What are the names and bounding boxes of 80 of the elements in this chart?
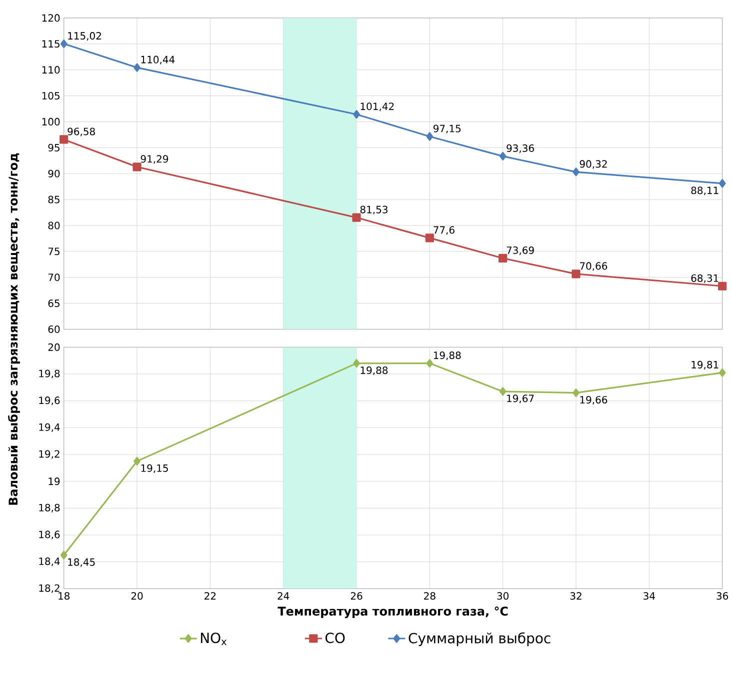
- point: [718, 178, 726, 188]
- data-label: 97,15: [433, 124, 461, 134]
- point: [60, 39, 68, 48]
- y-tick-label: 120: [42, 14, 60, 22]
- data-label: 101,42: [360, 102, 394, 111]
- legend-label: NO$_{x}$: [200, 632, 227, 645]
- x-tick-label: 32: [570, 592, 582, 600]
- data-label: 93,36: [506, 144, 534, 153]
- y-tick-label: 20: [48, 343, 60, 351]
- y-tick-label: 105: [42, 92, 60, 100]
- x-tick-label: 26: [350, 592, 362, 600]
- data-label: 91,29: [140, 154, 168, 164]
- data-label: 19,88: [434, 351, 461, 360]
- point: [718, 282, 727, 290]
- x-tick-label: 30: [497, 592, 509, 600]
- y-tick-label: 19,4: [39, 423, 60, 432]
- x-tick-label: 34: [644, 592, 655, 600]
- point: [425, 233, 434, 242]
- data-label: 19,67: [507, 394, 534, 404]
- legend-label: Суммарный выброс: [408, 632, 550, 646]
- legend-label: CO: [326, 632, 345, 643]
- x-tick-label: 28: [424, 592, 436, 600]
- y-tick-label: 100: [42, 118, 60, 126]
- y-tick-label: 18,8: [39, 504, 60, 512]
- data-label: 19,15: [141, 464, 168, 473]
- y-tick-label: 65: [48, 299, 60, 307]
- y-tick-label: 19,6: [39, 396, 60, 405]
- y-tick-label: 18,4: [39, 557, 60, 566]
- point: [132, 162, 142, 171]
- y-tick-label: 60: [48, 325, 60, 333]
- y-tick-label: 18,6: [39, 530, 60, 540]
- y-tick-label: 95: [48, 144, 60, 152]
- y-tick-label: 75: [48, 248, 60, 255]
- y-axis-title: Валовый выброс загрязняющих веществ, тонн/год: [8, 153, 20, 505]
- x-axis-title: Температура топливного газа, °C: [278, 606, 508, 618]
- point: [426, 132, 434, 141]
- data-label: 73,69: [506, 246, 534, 255]
- point: [572, 167, 580, 176]
- data-label: 18,45: [68, 558, 95, 567]
- data-label: 19,66: [580, 396, 608, 404]
- y-tick-label: 110: [42, 66, 60, 74]
- y-tick-label: 19,2: [39, 450, 60, 459]
- data-label: 90,32: [580, 160, 607, 169]
- y-tick-label: 19,8: [39, 370, 60, 378]
- data-label: 96,58: [68, 127, 95, 136]
- x-tick-label: 36: [716, 592, 728, 600]
- point: [353, 358, 360, 368]
- point: [134, 63, 140, 72]
- y-tick-label: 90: [48, 170, 60, 178]
- point: [498, 254, 508, 262]
- point: [718, 368, 726, 377]
- data-label: 110,44: [141, 56, 175, 64]
- point: [353, 110, 360, 118]
- data-label: 19,88: [360, 366, 388, 375]
- y-tick-label: 70: [48, 273, 60, 281]
- x-tick-label: 24: [278, 592, 290, 600]
- data-label: 88,11: [691, 186, 718, 195]
- y-tick-label: 18,2: [39, 584, 60, 593]
- data-label: 81,53: [360, 206, 388, 214]
- point: [60, 134, 68, 144]
- data-label: 68,31: [691, 274, 718, 283]
- point: [352, 213, 361, 222]
- point: [499, 386, 506, 396]
- y-tick-label: 85: [48, 196, 60, 204]
- point: [134, 456, 140, 466]
- point: [426, 358, 434, 368]
- data-label: 115,02: [68, 32, 101, 40]
- x-tick-label: 18: [58, 592, 70, 600]
- data-label: 19,81: [692, 360, 718, 370]
- y-tick-label: 19: [48, 477, 60, 485]
- point: [499, 152, 506, 160]
- x-tick-label: 22: [204, 592, 216, 600]
- point: [572, 269, 580, 278]
- point: [60, 550, 68, 560]
- y-tick-label: 80: [48, 221, 60, 230]
- x-tick-label: 20: [131, 592, 143, 600]
- data-label: 70,66: [580, 262, 608, 271]
- data-label: 77,6: [434, 226, 454, 235]
- y-tick-label: 115: [42, 40, 60, 48]
- point: [572, 388, 580, 397]
